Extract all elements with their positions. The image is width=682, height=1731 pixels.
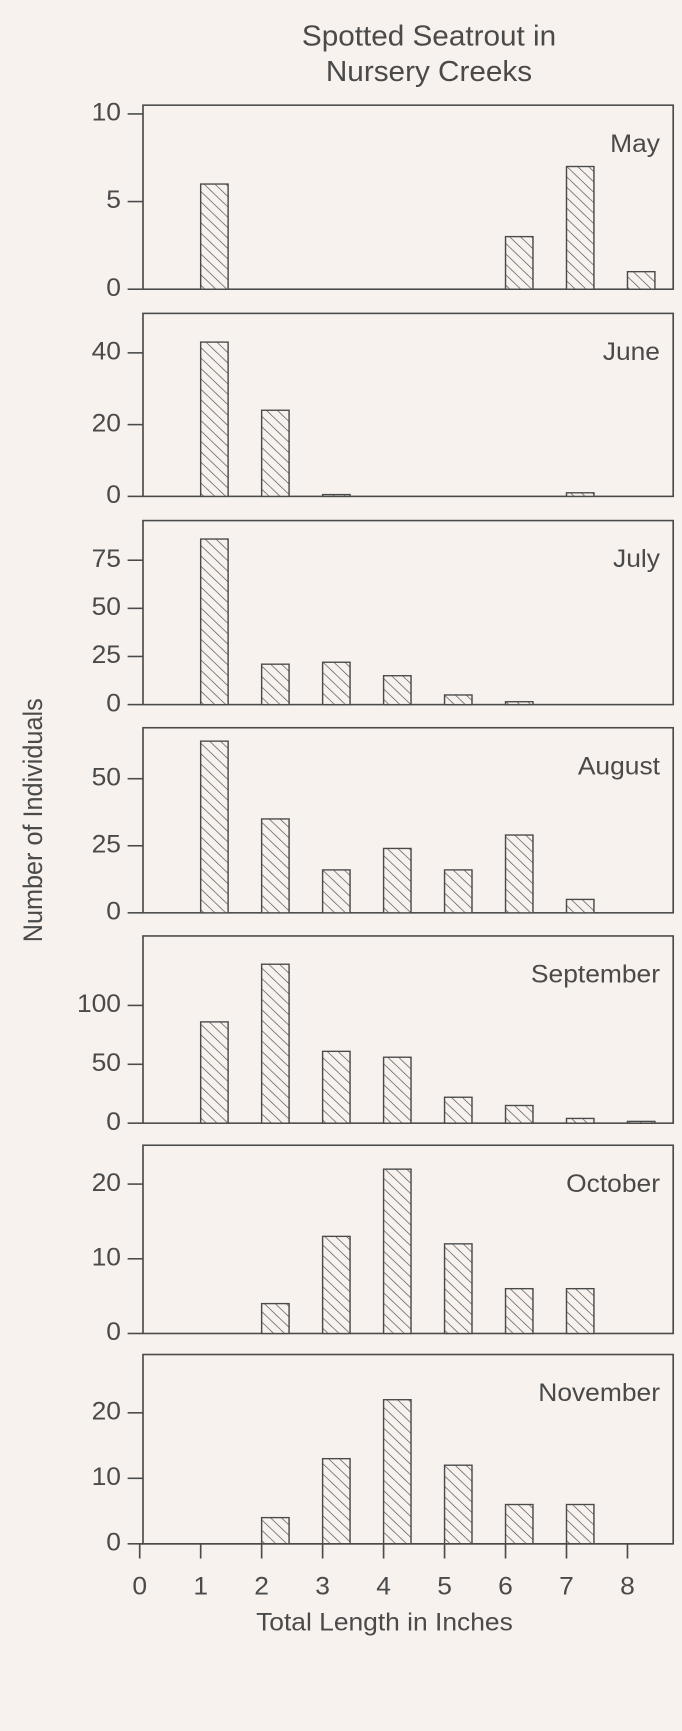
- y-tick-label: 0: [106, 1529, 121, 1556]
- bar: [199, 1021, 229, 1124]
- bar: [504, 1503, 534, 1545]
- bar: [504, 834, 534, 914]
- y-tick-label: 5: [106, 187, 121, 214]
- panel-title: August: [578, 753, 660, 780]
- y-tick-label: 10: [92, 1463, 121, 1490]
- bar: [443, 869, 473, 914]
- y-tick-label: 20: [92, 1169, 121, 1196]
- x-tick-label: 6: [498, 1573, 513, 1600]
- bar: [260, 1302, 290, 1335]
- bar: [504, 701, 534, 706]
- y-tick-label: 0: [106, 1108, 121, 1135]
- bar: [504, 1104, 534, 1124]
- bar: [260, 1516, 290, 1545]
- y-tick-label: 0: [106, 898, 121, 925]
- bar: [321, 1050, 351, 1124]
- bar: [443, 1096, 473, 1124]
- bar: [626, 270, 656, 290]
- y-tick-label: 20: [92, 1398, 121, 1425]
- y-tick-label: 20: [92, 410, 121, 437]
- bar: [565, 898, 595, 914]
- panel-title: June: [603, 339, 660, 366]
- y-tick-label: 25: [92, 642, 121, 669]
- bar: [321, 493, 351, 498]
- chart-title: Nursery Creeks: [326, 57, 532, 88]
- x-tick-label: 4: [376, 1573, 391, 1600]
- x-tick-label: 0: [132, 1573, 147, 1600]
- y-tick-label: 0: [106, 690, 121, 717]
- y-tick-label: 50: [92, 764, 121, 791]
- bar: [321, 869, 351, 914]
- y-tick-label: 25: [92, 831, 121, 858]
- bar: [260, 663, 290, 706]
- bar: [260, 963, 290, 1124]
- bar: [382, 847, 412, 914]
- x-tick-label: 2: [254, 1573, 269, 1600]
- y-tick-label: 40: [92, 338, 121, 365]
- y-tick-label: 75: [92, 545, 121, 572]
- bar: [382, 1168, 412, 1335]
- y-tick-label: 10: [92, 99, 121, 126]
- bar: [382, 675, 412, 706]
- bar: [443, 1243, 473, 1335]
- panel-title: November: [538, 1380, 660, 1407]
- bar: [199, 341, 229, 498]
- bar: [443, 694, 473, 706]
- panel-title: October: [566, 1170, 660, 1197]
- bar: [504, 235, 534, 290]
- bar: [260, 818, 290, 914]
- bar: [626, 1120, 656, 1124]
- bar: [565, 492, 595, 498]
- bar: [321, 661, 351, 706]
- x-tick-label: 5: [437, 1573, 452, 1600]
- bar: [199, 538, 229, 706]
- y-tick-label: 100: [77, 991, 121, 1018]
- bar: [199, 183, 229, 290]
- panel-title: July: [613, 546, 660, 573]
- bar: [565, 1287, 595, 1335]
- bar: [565, 165, 595, 290]
- y-tick-label: 50: [92, 594, 121, 621]
- bar: [321, 1457, 351, 1545]
- x-tick-label: 8: [620, 1573, 635, 1600]
- x-axis-label: Total Length in Inches: [256, 1609, 513, 1636]
- y-tick-label: 10: [92, 1244, 121, 1271]
- panel-title: September: [531, 961, 660, 988]
- bar: [565, 1117, 595, 1124]
- y-tick-label: 0: [106, 274, 121, 301]
- y-tick-label: 50: [92, 1049, 121, 1076]
- bar: [382, 1056, 412, 1124]
- bar: [321, 1235, 351, 1335]
- bar: [504, 1287, 534, 1335]
- bar: [199, 740, 229, 914]
- x-tick-label: 1: [193, 1573, 208, 1600]
- bar: [260, 409, 290, 498]
- bar: [382, 1399, 412, 1545]
- panel-title: May: [610, 130, 660, 157]
- x-tick-label: 7: [559, 1573, 574, 1600]
- y-tick-label: 0: [106, 1319, 121, 1346]
- panel-frame: [142, 104, 675, 290]
- y-axis-label: Number of Individuals: [20, 698, 49, 942]
- bar: [443, 1464, 473, 1545]
- panel-frame: [142, 312, 675, 498]
- y-tick-label: 0: [106, 482, 121, 509]
- x-tick-label: 3: [315, 1573, 330, 1600]
- chart-title: Spotted Seatrout in: [302, 21, 556, 52]
- bar: [565, 1503, 595, 1545]
